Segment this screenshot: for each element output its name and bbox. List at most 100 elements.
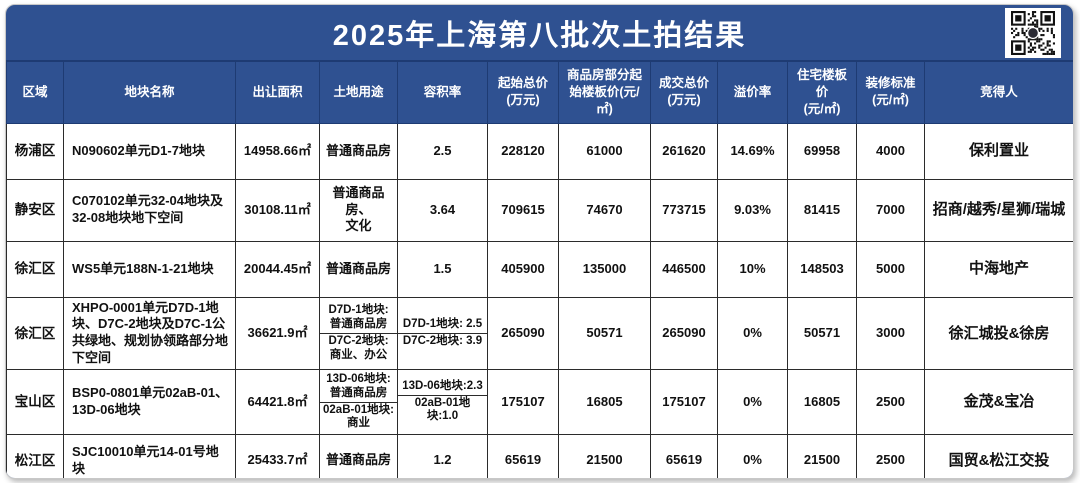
table-row: 徐汇区 XHPO-0001单元D7D-1地块、D7C-2地块及D7C-1公共绿地、…	[6, 296, 1073, 371]
sub-cell-plot_ratio: 02aB-01地块:1.0	[398, 394, 487, 426]
cell-area: 30108.11㎡	[235, 178, 320, 242]
column-header-region: 区域	[6, 60, 64, 124]
title-bar: 2025年上海第八批次土拍结果	[6, 5, 1073, 60]
cell-start_total: 709615	[487, 178, 559, 242]
sub-cell-plot_ratio: 13D-06地块:2.3	[402, 379, 483, 392]
cell-premium: 0%	[717, 369, 788, 436]
sub-cell-land_use: 13D-06地块: 普通商品房	[326, 372, 391, 399]
cell-plot_ratio: D7D-1地块: 2.5 D7C-2地块: 3.9	[397, 296, 488, 371]
cell-area: 20044.45㎡	[235, 240, 320, 298]
table-row: 静安区 C070102单元32-04地块及32-08地块地下空间 30108.11㎡…	[6, 178, 1073, 242]
cell-plot_ratio: 13D-06地块:2.3 02aB-01地块:1.0	[397, 369, 488, 436]
cell-name: WS5单元188N-1-21地块	[63, 240, 236, 298]
cell-area: 36621.9㎡	[235, 296, 320, 371]
cell-start_floor: 61000	[558, 122, 651, 180]
cell-start_floor: 21500	[558, 434, 651, 478]
cell-premium: 0%	[717, 296, 788, 371]
sub-cell-plot_ratio: D7C-2地块: 3.9	[398, 332, 487, 350]
cell-land_use: 普通商品房	[319, 122, 398, 180]
sub-cell-plot_ratio: D7D-1地块: 2.5	[402, 317, 483, 330]
cell-deco: 2500	[856, 434, 925, 478]
qr-code-icon	[1005, 8, 1061, 58]
cell-premium: 14.69%	[717, 122, 788, 180]
cell-start_total: 265090	[487, 296, 559, 371]
cell-winner: 徐汇城投&徐房	[924, 296, 1073, 371]
column-header-plot_ratio: 容积率	[397, 60, 488, 124]
cell-name: XHPO-0001单元D7D-1地块、D7C-2地块及D7C-1公共绿地、规划协…	[63, 296, 236, 371]
cell-land_use: 普通商品房	[319, 240, 398, 298]
cell-premium: 9.03%	[717, 178, 788, 242]
cell-winner: 招商/越秀/星狮/瑞城	[924, 178, 1073, 242]
cell-deal_total: 446500	[650, 240, 718, 298]
table-header-row: 区域 地块名称 出让面积 土地用途 容积率 起始总价 (万元) 商品房部分起始楼板价(元/㎡…	[6, 60, 1073, 124]
cell-plot_ratio: 1.5	[397, 240, 488, 298]
auction-results-table: 区域 地块名称 出让面积 土地用途 容积率 起始总价 (万元) 商品房部分起始楼板价(元/㎡…	[6, 60, 1073, 478]
column-header-winner: 竞得人	[924, 60, 1073, 124]
cell-deco: 3000	[856, 296, 925, 371]
table-row: 松江区 SJC10010单元14-01号地块 25433.7㎡ 普通商品房 1.2 656…	[6, 434, 1073, 478]
cell-plot_ratio: 2.5	[397, 122, 488, 180]
cell-start_floor: 16805	[558, 369, 651, 436]
column-header-start_floor: 商品房部分起始楼板价(元/㎡)	[558, 60, 651, 124]
cell-land_use: 13D-06地块: 普通商品房 02aB-01地块: 商业	[319, 369, 398, 436]
cell-region: 徐汇区	[6, 296, 64, 371]
sub-cell-land_use: 02aB-01地块: 商业	[320, 401, 397, 433]
column-header-start_total: 起始总价 (万元)	[487, 60, 559, 124]
cell-start_total: 405900	[487, 240, 559, 298]
cell-region: 静安区	[6, 178, 64, 242]
cell-land_use: 普通商品房	[319, 434, 398, 478]
cell-area: 25433.7㎡	[235, 434, 320, 478]
cell-name: C070102单元32-04地块及32-08地块地下空间	[63, 178, 236, 242]
cell-deco: 2500	[856, 369, 925, 436]
cell-land_use: D7D-1地块: 普通商品房 D7C-2地块: 商业、办公	[319, 296, 398, 371]
cell-deco: 7000	[856, 178, 925, 242]
cell-deal_total: 773715	[650, 178, 718, 242]
cell-winner: 中海地产	[924, 240, 1073, 298]
cell-res_floor: 16805	[787, 369, 857, 436]
column-header-premium: 溢价率	[717, 60, 788, 124]
page-title: 2025年上海第八批次土拍结果	[332, 19, 747, 52]
cell-region: 宝山区	[6, 369, 64, 436]
cell-start_total: 175107	[487, 369, 559, 436]
sub-cell-land_use: D7D-1地块: 普通商品房	[328, 304, 389, 330]
cell-name: SJC10010单元14-01号地块	[63, 434, 236, 478]
land-auction-card: 2025年上海第八批次土拍结果 区域 地块名称 出让面积 土地用途 容积率 起始总价 (万…	[5, 4, 1074, 479]
cell-region: 杨浦区	[6, 122, 64, 180]
cell-deal_total: 175107	[650, 369, 718, 436]
column-header-name: 地块名称	[63, 60, 236, 124]
cell-land_use: 普通商品房、 文化	[319, 178, 398, 242]
cell-res_floor: 50571	[787, 296, 857, 371]
table-row: 宝山区 BSP0-0801单元02aB-01、13D-06地块 64421.8㎡ 13…	[6, 369, 1073, 436]
column-header-deco: 装修标准 (元/㎡)	[856, 60, 925, 124]
cell-plot_ratio: 3.64	[397, 178, 488, 242]
cell-winner: 保利置业	[924, 122, 1073, 180]
column-header-land_use: 土地用途	[319, 60, 398, 124]
cell-area: 14958.66㎡	[235, 122, 320, 180]
cell-deco: 5000	[856, 240, 925, 298]
cell-area: 64421.8㎡	[235, 369, 320, 436]
cell-deal_total: 65619	[650, 434, 718, 478]
cell-start_floor: 135000	[558, 240, 651, 298]
table-row: 徐汇区 WS5单元188N-1-21地块 20044.45㎡ 普通商品房 1.5 4059…	[6, 240, 1073, 298]
cell-plot_ratio: 1.2	[397, 434, 488, 478]
cell-name: N090602单元D1-7地块	[63, 122, 236, 180]
cell-res_floor: 81415	[787, 178, 857, 242]
cell-region: 松江区	[6, 434, 64, 478]
cell-deal_total: 265090	[650, 296, 718, 371]
column-header-deal_total: 成交总价 (万元)	[650, 60, 718, 124]
cell-deco: 4000	[856, 122, 925, 180]
cell-deal_total: 261620	[650, 122, 718, 180]
column-header-res_floor: 住宅楼板价 (元/㎡)	[787, 60, 857, 124]
cell-premium: 0%	[717, 434, 788, 478]
cell-res_floor: 148503	[787, 240, 857, 298]
cell-start_total: 65619	[487, 434, 559, 478]
cell-start_floor: 50571	[558, 296, 651, 371]
cell-res_floor: 21500	[787, 434, 857, 478]
cell-res_floor: 69958	[787, 122, 857, 180]
table-row: 杨浦区 N090602单元D1-7地块 14958.66㎡ 普通商品房 2.5 22812…	[6, 122, 1073, 180]
column-header-area: 出让面积	[235, 60, 320, 124]
cell-region: 徐汇区	[6, 240, 64, 298]
cell-start_total: 228120	[487, 122, 559, 180]
cell-winner: 国贸&松江交投	[924, 434, 1073, 478]
